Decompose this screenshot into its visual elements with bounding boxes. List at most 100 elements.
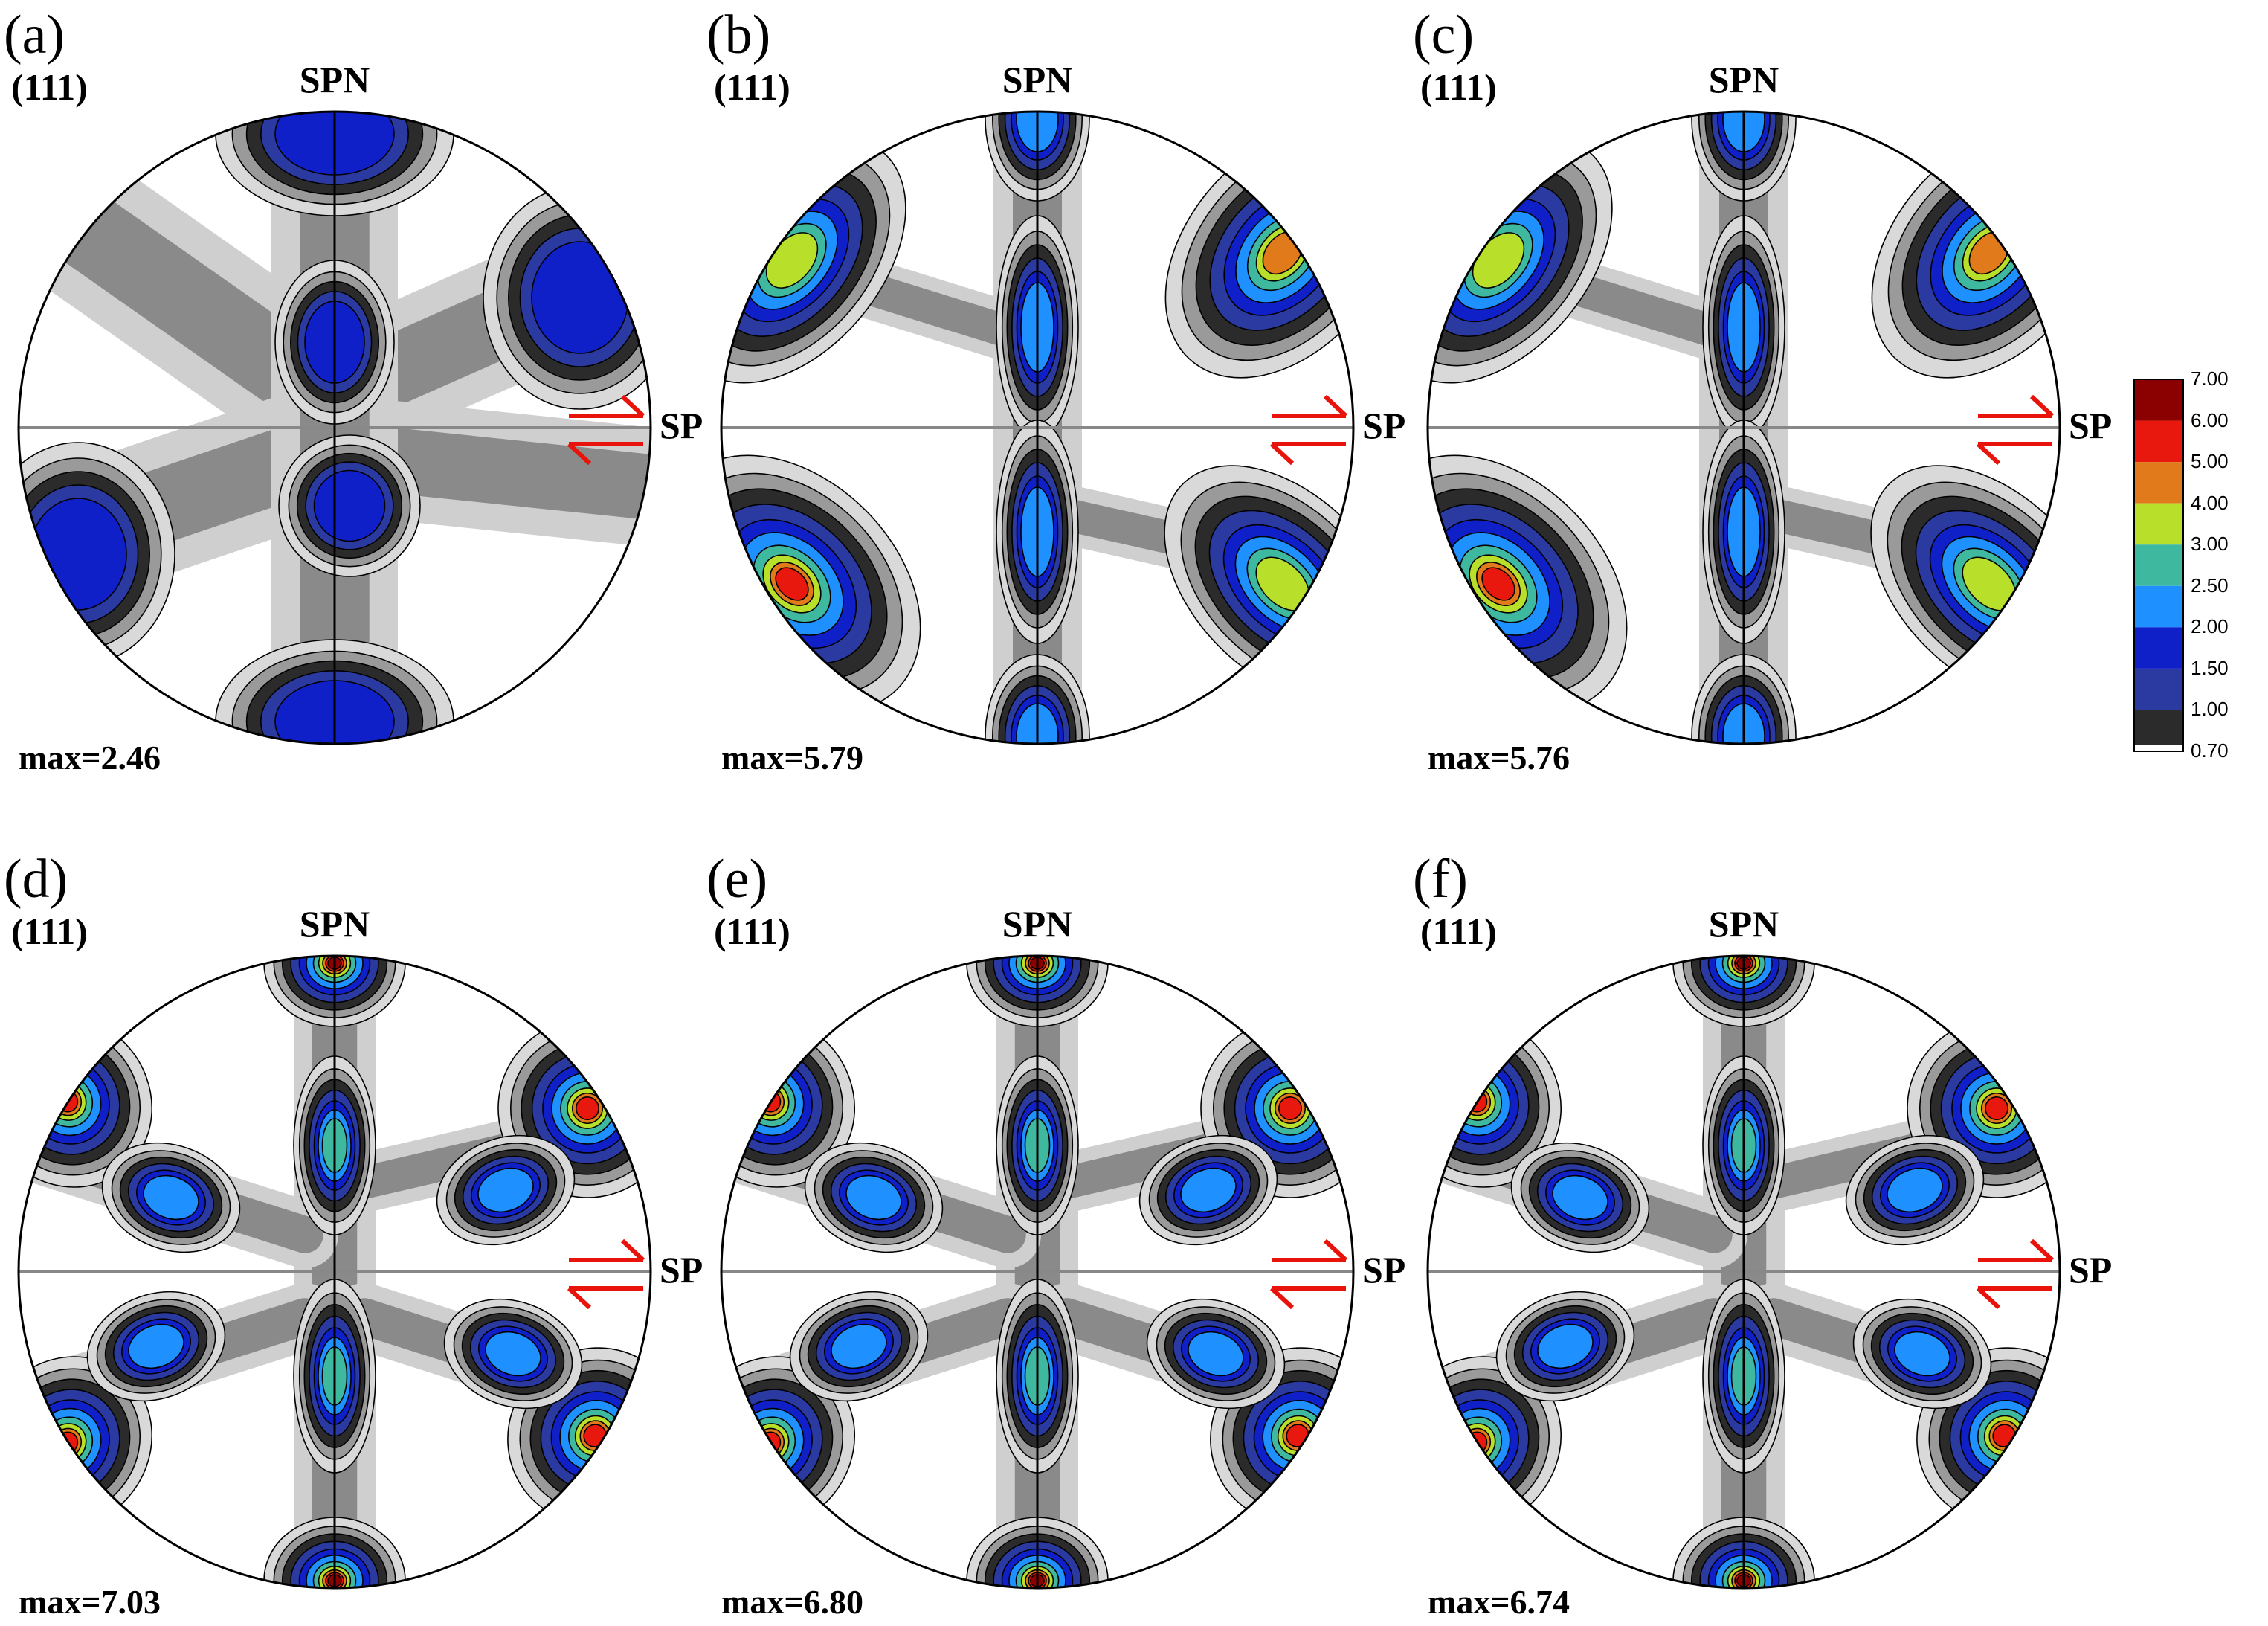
panel-c-north-label: SPN [1708, 59, 1779, 100]
panel-a-east-label: SP [660, 405, 703, 446]
colorbar-swatch [2134, 379, 2183, 421]
panel-c-projection-circle [1426, 110, 2061, 745]
panel-f-pole-inner-nw-contour-5 [1552, 1174, 1608, 1221]
panel-a-lobe-ne-contour-4 [531, 241, 629, 354]
panel-d-intensity-map [19, 956, 651, 1588]
panel-e-shear-arrowhead-bottom [1269, 1286, 1295, 1310]
panel-d-shear-arrowhead-bottom [567, 1286, 592, 1310]
colorbar-tick-label: 7.00 [2191, 367, 2229, 390]
panel-d-letter: (d) [4, 849, 68, 910]
panel-a-north-label: SPN [299, 59, 370, 100]
panel-c-pole-figure [1426, 110, 2061, 745]
panel-b-letter: (b) [706, 4, 771, 65]
panel-a-shear-arrowhead-top [620, 394, 645, 418]
panel-f-shear-arrowhead-bottom [1976, 1286, 2001, 1310]
panel-e-north-label: SPN [1002, 903, 1073, 945]
panel-b-pole-figure [720, 110, 1355, 745]
panel-a-shear-arrows [567, 394, 645, 466]
panel-e-shear-arrows [1269, 1238, 1348, 1310]
panel-f-max-label: max=6.74 [1428, 1583, 1570, 1621]
panel-b-projection-circle [720, 110, 1355, 745]
panel-e-letter: (e) [706, 849, 768, 910]
panel-c-letter: (c) [1413, 4, 1475, 65]
panel-c-max-label: max=5.76 [1428, 739, 1570, 777]
colorbar-swatch [2134, 462, 2183, 504]
panel-f-projection-circle [1426, 954, 2061, 1590]
panel-e-east-label: SP [1362, 1249, 1406, 1291]
colorbar-swatch [2134, 627, 2183, 669]
panel-a-lobe-center-lower-contour-4 [313, 469, 386, 542]
colorbar-swatch [2134, 585, 2183, 628]
panel-a-max-label: max=2.46 [19, 739, 161, 777]
panel-f-pole-inner-ne-contour-5 [1887, 1167, 1943, 1213]
panel-f-north-label: SPN [1708, 903, 1779, 945]
panel-f-shear-arrowhead-top [2029, 1238, 2055, 1262]
panel-f-pole-inner-se-contour-5 [1894, 1331, 1950, 1377]
colorbar-swatch [2134, 710, 2183, 751]
panel-b-north-label: SPN [1002, 59, 1073, 100]
panel-e-pole-ne-contour-9 [1278, 1096, 1302, 1120]
panel-e-pole-inner-sw-contour-5 [831, 1323, 887, 1369]
panel-f-pole-ne-contour-9 [1985, 1096, 2008, 1120]
panel-d-shear-arrowhead-top [620, 1238, 645, 1262]
panel-b-shear-arrows [1269, 394, 1348, 466]
panel-b-east-label: SP [1362, 405, 1406, 446]
panel-d-pole-inner-ne-contour-5 [477, 1167, 534, 1213]
panel-e-pole-inner-nw-contour-5 [845, 1174, 902, 1221]
colorbar-swatch [2134, 420, 2183, 463]
panel-d-shear-arrows [567, 1238, 645, 1310]
panel-d-east-label: SP [660, 1249, 703, 1291]
panel-e-intensity-map [721, 956, 1353, 1588]
panel-c-shear-arrowhead-top [2029, 394, 2055, 418]
panel-f-letter: (f) [1413, 849, 1468, 910]
panel-d-pole-inner-sw-contour-5 [128, 1323, 184, 1369]
colorbar-swatch [2134, 668, 2183, 710]
panel-b-pole-sw-contour-9 [775, 567, 809, 601]
colorbar-tick-label: 2.50 [2191, 573, 2229, 597]
panel-e-pole-figure [720, 954, 1355, 1590]
panel-e-max-label: max=6.80 [721, 1583, 864, 1621]
colorbar-tick-label: 3.00 [2191, 533, 2229, 556]
panel-b-shear-arrowhead-top [1323, 394, 1348, 418]
panel-e-plane-label: (111) [714, 910, 790, 952]
panel-c-shear-arrows [1976, 394, 2055, 466]
panel-d-pole-ne-contour-9 [576, 1096, 599, 1120]
panel-c-east-label: SP [2069, 405, 2113, 446]
panel-c-plane-label: (111) [1420, 66, 1497, 108]
panel-a-projection-circle [17, 110, 652, 745]
colorbar-swatch-min [2134, 745, 2183, 751]
panel-f-pole-figure [1426, 954, 2061, 1590]
panel-b-shear-arrowhead-bottom [1269, 442, 1295, 466]
panel-e-pole-inner-ne-contour-5 [1180, 1167, 1237, 1213]
panel-a-band-se-inner [332, 425, 651, 520]
panel-d-north-label: SPN [299, 903, 370, 945]
panel-e-shear-arrowhead-top [1323, 1238, 1348, 1262]
colorbar-tick-label: 1.50 [2191, 656, 2229, 679]
panel-e-projection-circle [720, 954, 1355, 1590]
panel-d-pole-inner-se-contour-5 [485, 1331, 541, 1377]
panel-d-max-label: max=7.03 [19, 1583, 161, 1621]
panel-a-shear-arrowhead-bottom [567, 442, 592, 466]
panel-d-pole-inner-nw-contour-5 [143, 1174, 199, 1221]
colorbar-tick-label: 0.70 [2191, 739, 2229, 762]
panel-d-projection-circle [17, 954, 652, 1590]
panel-f-east-label: SP [2069, 1249, 2113, 1291]
colorbar-tick-label: 4.00 [2191, 491, 2229, 514]
colorbar [2133, 379, 2184, 752]
panel-c-shear-arrowhead-bottom [1976, 442, 2001, 466]
colorbar-frame [2133, 379, 2184, 752]
panel-f-pole-inner-sw-contour-5 [1537, 1323, 1594, 1369]
panel-b-max-label: max=5.79 [721, 739, 864, 777]
colorbar-swatch [2134, 503, 2183, 545]
panel-a-pole-figure [17, 110, 652, 745]
panel-d-pole-figure [17, 954, 652, 1590]
panel-e-pole-inner-se-contour-5 [1188, 1331, 1244, 1377]
panel-f-shear-arrows [1976, 1238, 2055, 1310]
panel-d-plane-label: (111) [11, 910, 88, 952]
colorbar-tick-label: 5.00 [2191, 450, 2229, 473]
panel-f-intensity-map [1428, 956, 2060, 1588]
panel-a-plane-label: (111) [11, 66, 88, 108]
colorbar-tick-label: 2.00 [2191, 615, 2229, 638]
